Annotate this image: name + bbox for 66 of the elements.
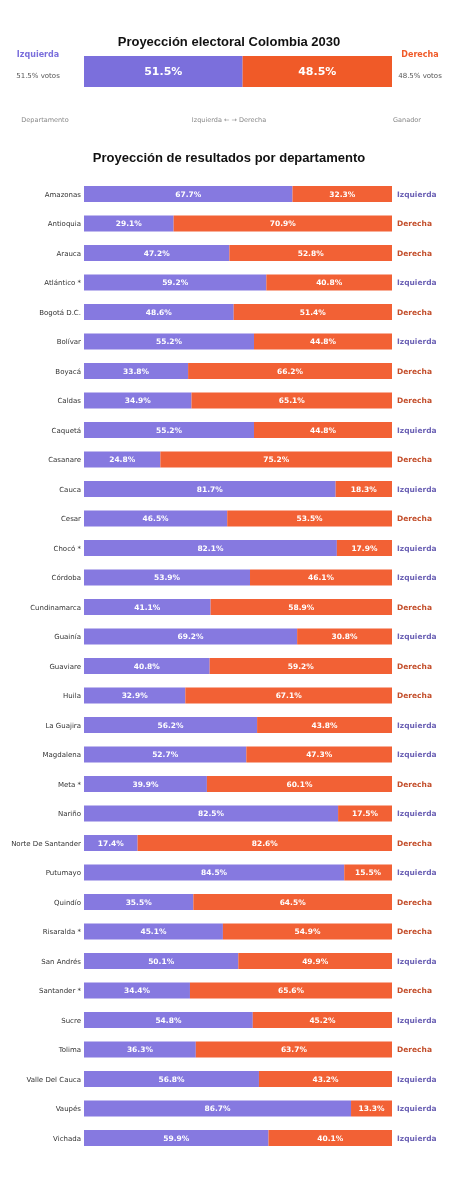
bar — [191, 392, 392, 409]
bar — [84, 363, 189, 379]
bar — [84, 1071, 259, 1087]
bar — [84, 333, 255, 350]
bar — [84, 628, 298, 645]
bar — [227, 510, 392, 527]
bar — [84, 599, 211, 615]
series-label: Derecha — [401, 50, 439, 59]
bar — [246, 746, 392, 763]
bar — [84, 451, 161, 468]
bar — [84, 540, 337, 556]
bar — [84, 392, 192, 409]
bar — [84, 776, 207, 792]
bar — [238, 953, 392, 969]
bar — [84, 982, 190, 999]
bar — [258, 1071, 392, 1087]
bar — [84, 304, 234, 320]
bar — [254, 422, 392, 438]
bar — [84, 953, 239, 969]
bar — [84, 687, 186, 704]
bar — [84, 1130, 269, 1146]
bar — [84, 923, 223, 940]
bar — [193, 894, 392, 910]
bar — [233, 304, 392, 320]
chart-title: Proyección electoral Colombia 2030 — [117, 34, 341, 49]
text: Izquierda — [16, 50, 60, 59]
bar — [268, 1130, 392, 1146]
bar — [84, 186, 293, 202]
bar — [84, 245, 230, 261]
bar — [84, 1100, 352, 1117]
bar — [222, 923, 392, 940]
bar — [297, 628, 392, 645]
bar — [84, 510, 228, 527]
bar — [185, 687, 392, 704]
bar — [84, 717, 258, 733]
bar — [84, 805, 339, 822]
bar — [292, 186, 392, 202]
bar — [84, 894, 194, 910]
bar — [84, 215, 174, 232]
chart-title: Proyección de resultados por departamento — [92, 150, 366, 165]
bar — [257, 717, 392, 733]
bar — [84, 422, 255, 438]
bar — [195, 1041, 392, 1058]
bar — [84, 864, 345, 881]
data-label: 51.5% — [144, 65, 183, 79]
bar — [84, 569, 251, 586]
bar — [84, 1041, 196, 1058]
bar — [84, 1012, 253, 1028]
bar — [250, 569, 392, 586]
bar — [137, 835, 392, 851]
bar — [229, 245, 392, 261]
bar — [266, 274, 392, 291]
bar — [160, 451, 392, 468]
bar — [210, 599, 392, 615]
bar — [84, 274, 267, 291]
bar — [173, 215, 392, 232]
bar — [188, 363, 392, 379]
bar — [206, 776, 392, 792]
bar — [209, 658, 392, 674]
bar — [254, 333, 392, 350]
bar — [189, 982, 392, 999]
bar — [84, 658, 210, 674]
bar — [252, 1012, 392, 1028]
data-label: 48.5% — [298, 65, 337, 79]
bar — [84, 481, 336, 497]
bar — [84, 746, 247, 763]
